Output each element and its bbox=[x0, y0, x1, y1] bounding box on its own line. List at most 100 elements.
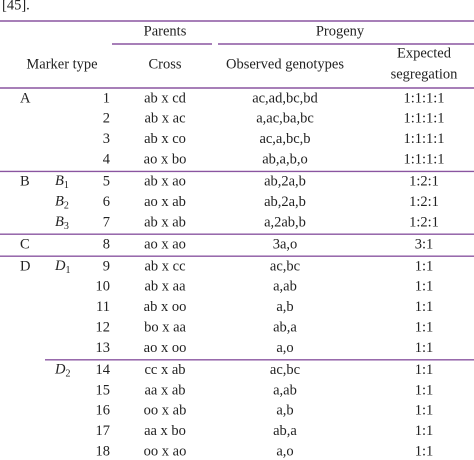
marker-number: 1 bbox=[103, 90, 110, 106]
group-label: A bbox=[20, 90, 31, 106]
group-label: D bbox=[20, 258, 30, 274]
marker-number: 12 bbox=[96, 320, 111, 336]
observed-genotypes: ac,a,bc,b bbox=[259, 131, 310, 147]
cross: oo x ab bbox=[144, 403, 187, 419]
header-expected: Expected bbox=[397, 45, 452, 61]
cross: ab x ac bbox=[144, 111, 185, 127]
marker-number: 2 bbox=[103, 111, 110, 127]
observed-genotypes: a,ac,ba,bc bbox=[256, 111, 314, 127]
marker-number: 4 bbox=[103, 152, 111, 168]
marker-number: 15 bbox=[96, 382, 111, 398]
header-cross: Cross bbox=[148, 56, 181, 72]
subtype-index: 3 bbox=[64, 221, 69, 232]
observed-genotypes: a,o bbox=[276, 444, 293, 460]
expected-segregation: 1:1 bbox=[415, 362, 434, 378]
cross: ao x ao bbox=[144, 236, 186, 252]
subtype-label: B1 bbox=[55, 174, 69, 192]
observed-genotypes: ac,ad,bc,bd bbox=[252, 90, 318, 106]
marker-number: 9 bbox=[103, 258, 110, 274]
observed-genotypes: a,2ab,b bbox=[264, 214, 306, 230]
cross: ao x bo bbox=[144, 152, 187, 168]
observed-genotypes: ac,bc bbox=[270, 258, 300, 274]
marker-number: 3 bbox=[103, 131, 110, 147]
expected-segregation: 1:2:1 bbox=[409, 194, 439, 210]
cross: ab x cd bbox=[144, 90, 187, 106]
cross: aa x bo bbox=[144, 423, 186, 439]
subtype-letter: B bbox=[55, 214, 64, 230]
expected-segregation: 1:1 bbox=[415, 382, 434, 398]
marker-number: 10 bbox=[96, 279, 111, 295]
marker-number: 18 bbox=[96, 444, 111, 460]
subtype-label: D2 bbox=[54, 362, 70, 380]
marker-number: 13 bbox=[96, 340, 111, 356]
expected-segregation: 1:1 bbox=[415, 423, 434, 439]
expected-segregation: 1:1 bbox=[415, 403, 434, 419]
subtype-index: 1 bbox=[64, 180, 69, 191]
observed-genotypes: ab,a,b,o bbox=[262, 152, 308, 168]
observed-genotypes: ac,bc bbox=[270, 362, 300, 378]
cross: ab x cc bbox=[144, 258, 185, 274]
expected-segregation: 1:1:1:1 bbox=[403, 111, 444, 127]
expected-segregation: 1:1 bbox=[415, 340, 434, 356]
subtype-index: 1 bbox=[65, 265, 70, 276]
observed-genotypes: a,b bbox=[276, 299, 293, 315]
group-label: C bbox=[20, 236, 30, 252]
marker-number: 11 bbox=[96, 299, 110, 315]
expected-segregation: 1:1 bbox=[415, 444, 434, 460]
subtype-label: B2 bbox=[55, 194, 69, 212]
marker-number: 5 bbox=[103, 174, 110, 190]
cross: ao x ab bbox=[144, 194, 186, 210]
marker-number: 14 bbox=[96, 362, 111, 378]
cross: bo x aa bbox=[144, 320, 186, 336]
expected-segregation: 1:1 bbox=[415, 320, 434, 336]
observed-genotypes: 3a,o bbox=[273, 236, 298, 252]
expected-segregation: 1:2:1 bbox=[409, 214, 439, 230]
header-observed: Observed genotypes bbox=[226, 56, 344, 72]
subtype-letter: B bbox=[55, 194, 64, 210]
observed-genotypes: ab,a bbox=[273, 320, 297, 336]
cross: ab x oo bbox=[144, 299, 187, 315]
cross: cc x ab bbox=[144, 362, 185, 378]
observed-genotypes: ab,2a,b bbox=[264, 174, 306, 190]
expected-segregation: 1:1:1:1 bbox=[403, 131, 444, 147]
expected-segregation: 1:1 bbox=[415, 299, 434, 315]
subtype-letter: D bbox=[54, 258, 66, 274]
observed-genotypes: a,b bbox=[276, 403, 293, 419]
expected-segregation: 1:1:1:1 bbox=[403, 90, 444, 106]
cross: ab x aa bbox=[144, 279, 186, 295]
observed-genotypes: a,o bbox=[276, 340, 293, 356]
expected-segregation: 1:1 bbox=[415, 258, 434, 274]
subtype-letter: D bbox=[54, 362, 66, 378]
cross: ab x ab bbox=[144, 214, 186, 230]
marker-number: 8 bbox=[103, 236, 110, 252]
header-progeny: Progeny bbox=[316, 23, 365, 39]
header-marker-type: Marker type bbox=[26, 56, 97, 72]
caption-fragment: [45]. bbox=[2, 0, 30, 13]
cross: aa x ab bbox=[144, 382, 185, 398]
observed-genotypes: a,ab bbox=[273, 279, 297, 295]
cross: ab x ao bbox=[144, 174, 186, 190]
expected-segregation: 1:1 bbox=[415, 279, 434, 295]
cross: ab x co bbox=[144, 131, 186, 147]
observed-genotypes: a,ab bbox=[273, 382, 297, 398]
subtype-label: D1 bbox=[54, 258, 70, 276]
expected-segregation: 1:2:1 bbox=[409, 174, 439, 190]
subtype-index: 2 bbox=[64, 201, 69, 212]
marker-number: 17 bbox=[96, 423, 111, 439]
marker-number: 16 bbox=[96, 403, 111, 419]
header-parents: Parents bbox=[144, 23, 187, 39]
expected-segregation: 1:1:1:1 bbox=[403, 152, 444, 168]
marker-number: 6 bbox=[103, 194, 110, 210]
group-label: B bbox=[20, 174, 30, 190]
subtype-index: 2 bbox=[65, 369, 70, 380]
cross: ao x oo bbox=[144, 340, 187, 356]
observed-genotypes: ab,a bbox=[273, 423, 297, 439]
marker-number: 7 bbox=[103, 214, 110, 230]
cross: oo x ao bbox=[144, 444, 187, 460]
expected-segregation: 3:1 bbox=[415, 236, 434, 252]
subtype-letter: B bbox=[55, 174, 64, 190]
subtype-label: B3 bbox=[55, 214, 69, 232]
header-expected: segregation bbox=[391, 66, 459, 82]
observed-genotypes: ab,2a,b bbox=[264, 194, 306, 210]
